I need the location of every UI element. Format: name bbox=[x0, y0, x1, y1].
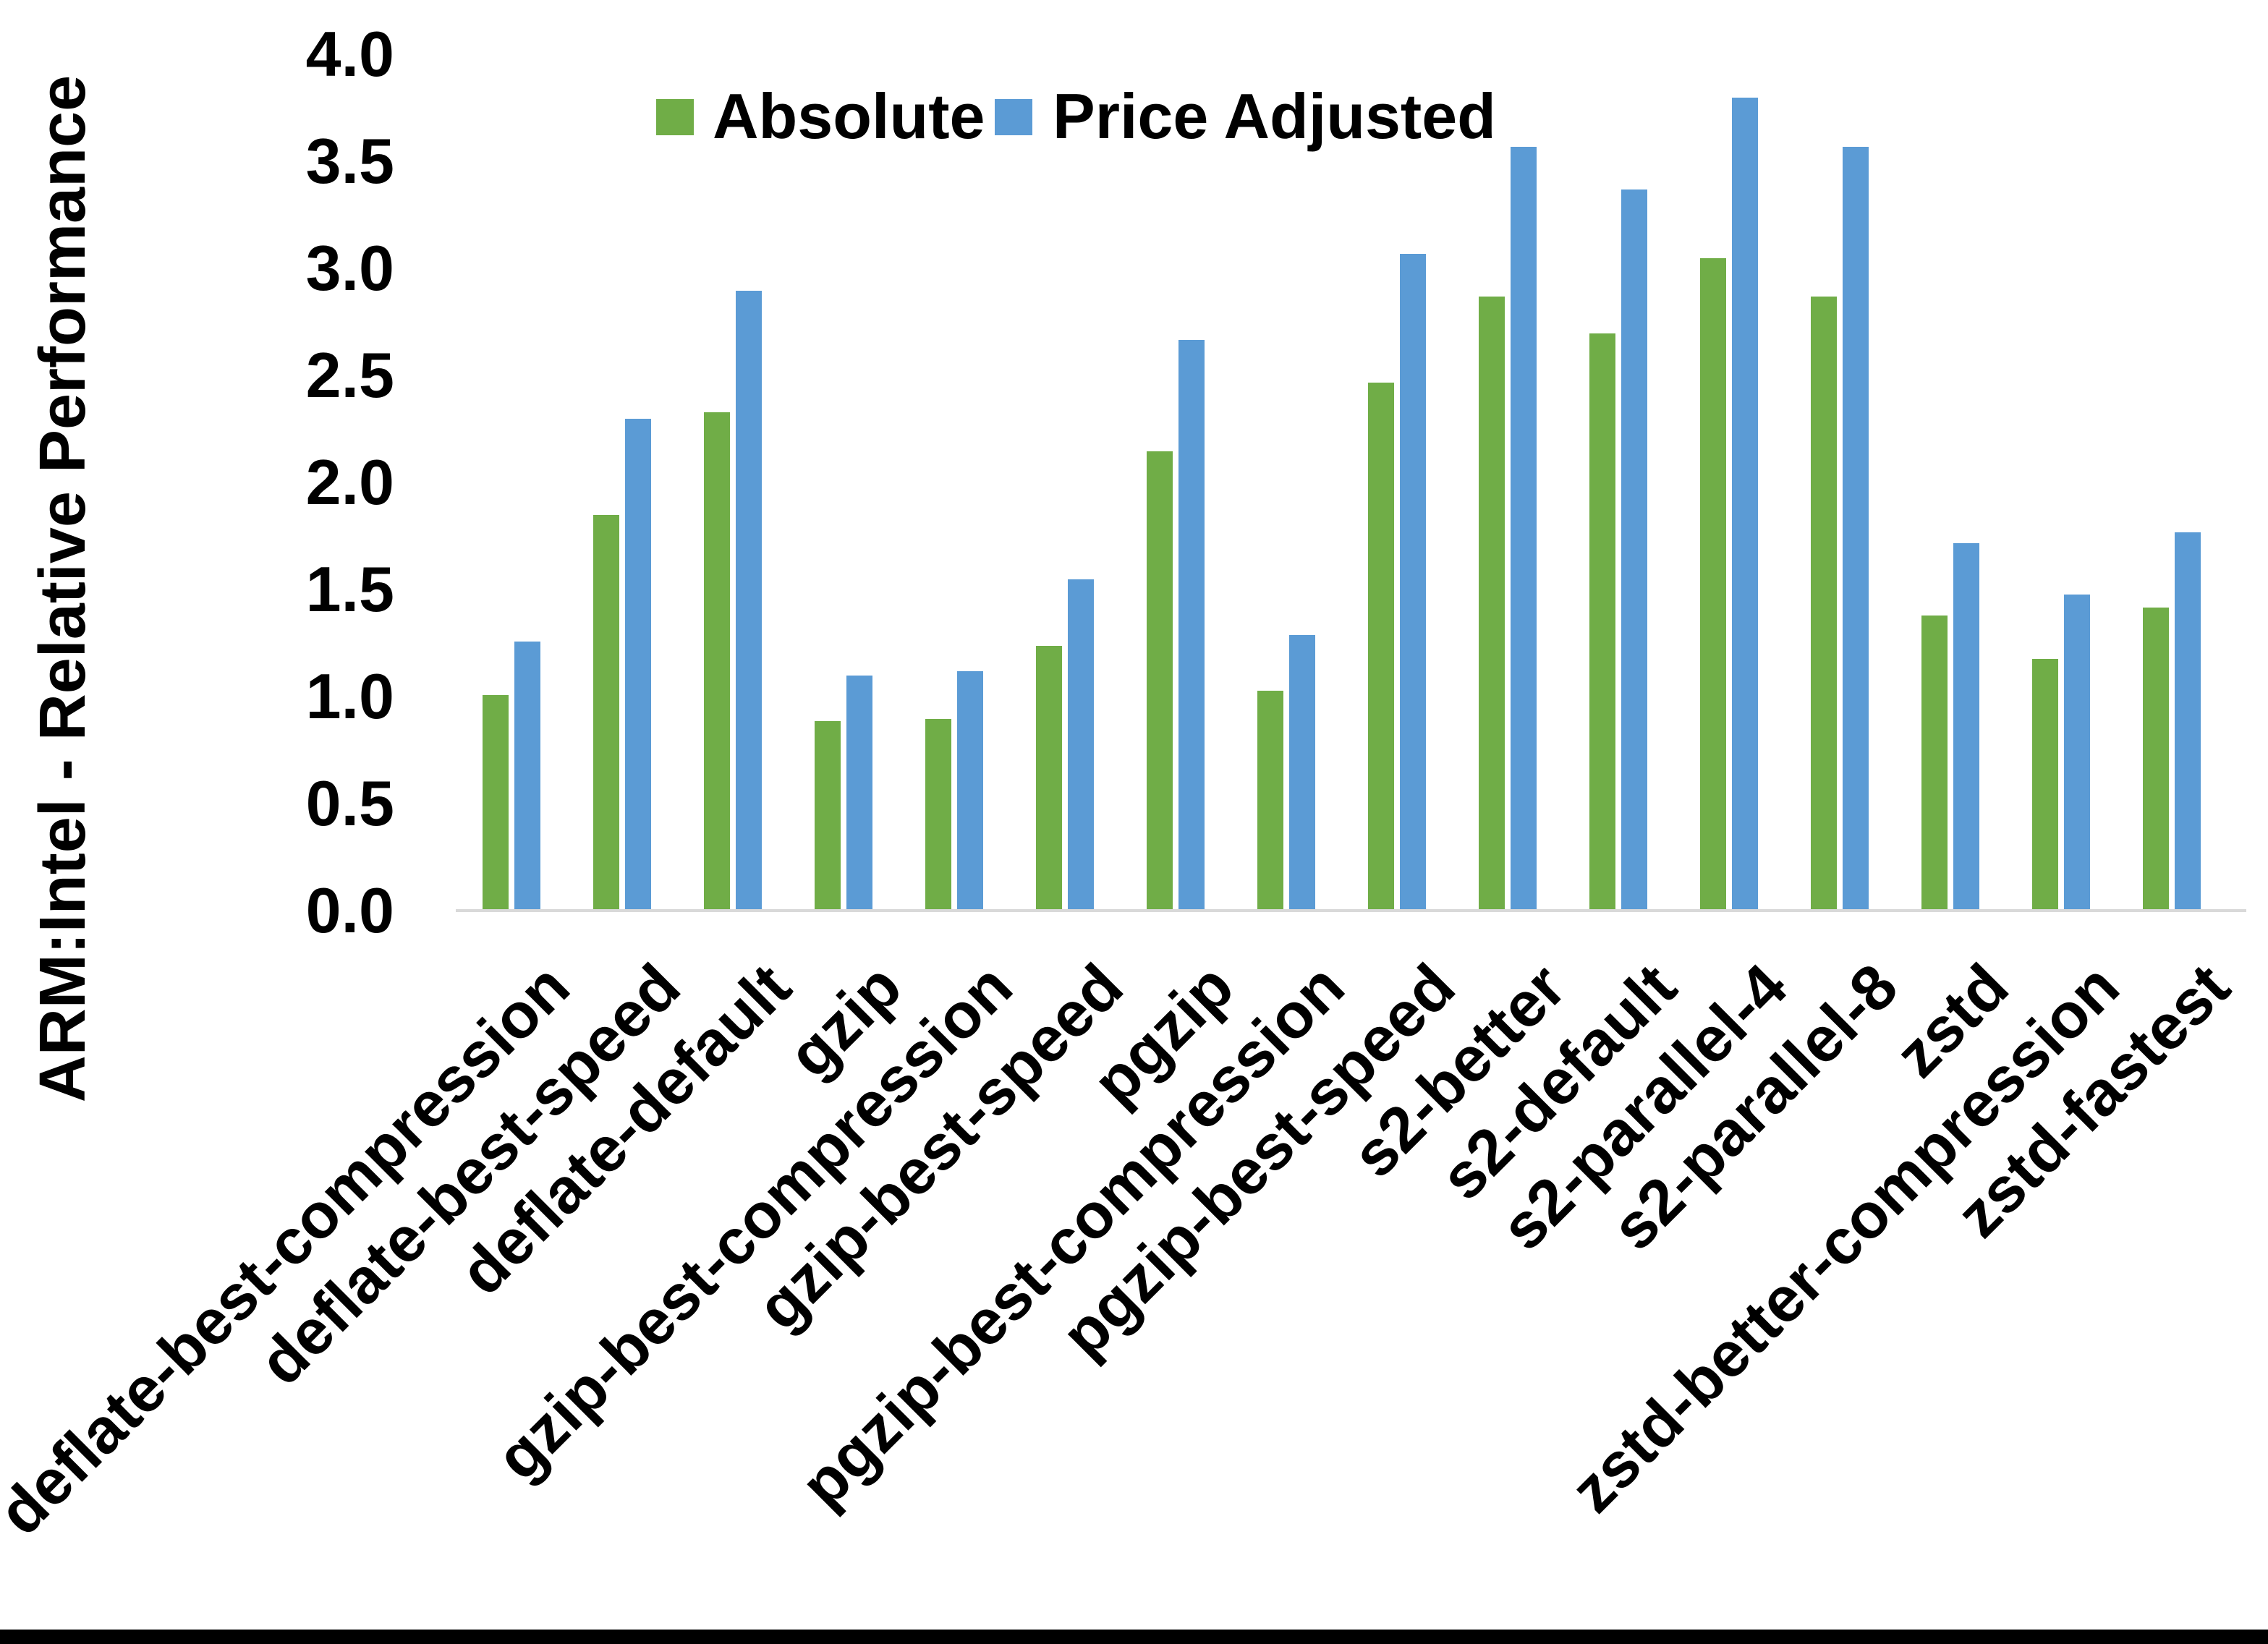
bar-absolute-s2-default bbox=[1589, 333, 1615, 909]
legend-swatch-absolute-icon bbox=[656, 99, 694, 135]
bar-absolute-deflate-default bbox=[704, 412, 730, 909]
bar-price-adjusted-gzip bbox=[846, 676, 872, 909]
bar-absolute-deflate-best-speed bbox=[593, 515, 619, 909]
bar-price-adjusted-zstd-fastest bbox=[2175, 532, 2201, 909]
bar-absolute-gzip bbox=[815, 721, 841, 909]
bar-absolute-deflate-best-compression bbox=[483, 695, 509, 909]
bar-price-adjusted-gzip-best-speed bbox=[1068, 579, 1094, 909]
x-axis-line bbox=[456, 909, 2246, 912]
bar-absolute-gzip-best-compression bbox=[925, 719, 951, 909]
bar-absolute-pgzip-best-compression bbox=[1257, 691, 1283, 909]
y-tick-label-1.0: 1.0 bbox=[305, 660, 394, 732]
bar-price-adjusted-gzip-best-compression bbox=[957, 671, 983, 909]
legend-label-price-adjusted: Price Adjusted bbox=[1053, 80, 1496, 152]
legend-swatch-price-adjusted-icon bbox=[995, 99, 1032, 135]
bar-price-adjusted-s2-better bbox=[1511, 147, 1537, 909]
bar-price-adjusted-deflate-default bbox=[736, 291, 762, 909]
bar-price-adjusted-s2-parallel-8 bbox=[1843, 147, 1869, 909]
bar-price-adjusted-zstd bbox=[1953, 543, 1979, 909]
y-axis-title: ARM:Intel - Relative Performance bbox=[27, 74, 99, 1103]
y-tick-label-0.0: 0.0 bbox=[305, 874, 394, 946]
bar-absolute-zstd bbox=[1921, 616, 1948, 909]
bar-price-adjusted-pgzip-best-speed bbox=[1400, 254, 1426, 909]
bar-price-adjusted-deflate-best-compression bbox=[514, 642, 540, 909]
bar-price-adjusted-pgzip-best-compression bbox=[1289, 635, 1315, 909]
bar-absolute-pgzip-best-speed bbox=[1368, 383, 1394, 909]
bar-absolute-s2-parallel-4 bbox=[1700, 258, 1726, 909]
bar-absolute-pgzip bbox=[1147, 451, 1173, 909]
bar-absolute-zstd-better-compression bbox=[2032, 659, 2058, 909]
bar-absolute-s2-parallel-8 bbox=[1811, 297, 1837, 909]
y-tick-label-2.5: 2.5 bbox=[305, 339, 394, 411]
y-tick-label-4.0: 4.0 bbox=[305, 18, 394, 90]
y-tick-label-2.0: 2.0 bbox=[305, 446, 394, 518]
slide-bottom-border bbox=[0, 1630, 2268, 1644]
y-tick-label-3.5: 3.5 bbox=[305, 125, 394, 197]
bar-price-adjusted-zstd-better-compression bbox=[2064, 595, 2090, 909]
y-tick-label-3.0: 3.0 bbox=[305, 232, 394, 304]
bar-absolute-zstd-fastest bbox=[2143, 608, 2169, 909]
bar-price-adjusted-pgzip bbox=[1178, 340, 1205, 909]
bar-price-adjusted-s2-default bbox=[1621, 189, 1647, 909]
legend-label-absolute: Absolute bbox=[713, 80, 985, 152]
bar-price-adjusted-deflate-best-speed bbox=[625, 419, 651, 909]
bar-absolute-gzip-best-speed bbox=[1036, 646, 1062, 909]
bar-price-adjusted-s2-parallel-4 bbox=[1732, 98, 1758, 909]
y-tick-label-0.5: 0.5 bbox=[305, 767, 394, 839]
y-tick-label-1.5: 1.5 bbox=[305, 553, 394, 625]
bar-absolute-s2-better bbox=[1479, 297, 1505, 909]
